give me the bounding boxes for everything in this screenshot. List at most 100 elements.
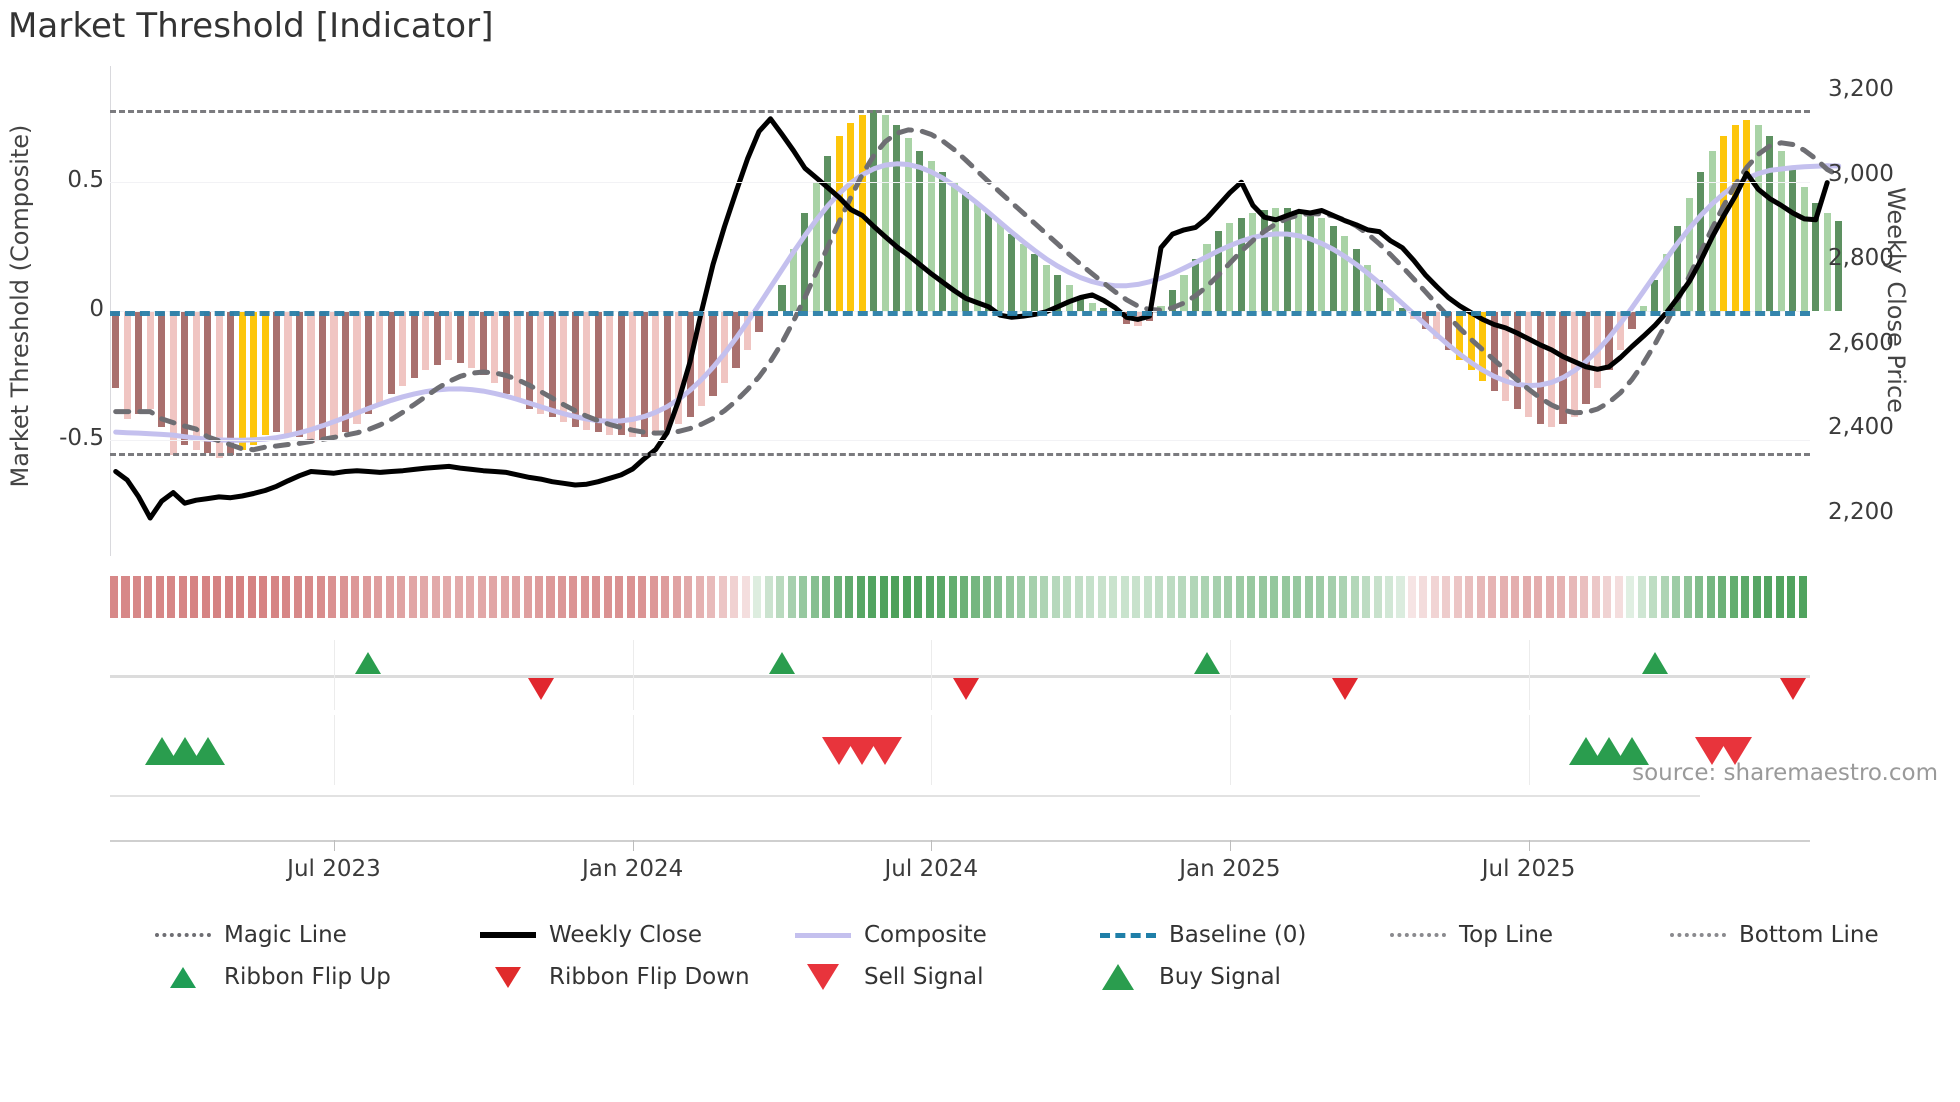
ribbon-cell	[1775, 576, 1784, 618]
legend-item-label: Magic Line	[224, 922, 347, 948]
ribbon-cell	[1270, 576, 1279, 618]
lane-gridline	[1528, 640, 1530, 710]
histogram-bar	[1191, 259, 1200, 311]
ribbon-cell	[1591, 576, 1600, 618]
source-attribution: source: sharemaestro.com	[1632, 760, 1938, 786]
ribbon-cell	[1626, 576, 1635, 618]
x-tick-label: Jul 2023	[287, 856, 381, 882]
magic-line	[113, 127, 1842, 453]
ribbon-cell	[1442, 576, 1451, 618]
x-tick-mark	[333, 840, 335, 851]
legend-item[interactable]: Weekly Close	[480, 922, 702, 948]
ribbon-cell	[1522, 576, 1531, 618]
legend-item[interactable]: Baseline (0)	[1100, 922, 1306, 948]
histogram-bar	[204, 311, 212, 453]
y-tick-label-left: 0	[89, 296, 104, 322]
legend-item[interactable]: Buy Signal	[1090, 964, 1281, 990]
histogram-bar	[652, 311, 660, 435]
ribbon-cell	[1557, 576, 1566, 618]
legend-item[interactable]: Magic Line	[155, 922, 347, 948]
ribbon-cell	[718, 576, 727, 618]
histogram-bar	[399, 311, 407, 386]
ribbon-cell	[1453, 576, 1462, 618]
histogram-bar	[1559, 311, 1567, 425]
histogram-bar	[514, 311, 522, 402]
ribbon-cell	[282, 576, 291, 618]
histogram-bar	[1800, 187, 1808, 311]
ribbon-cell	[937, 576, 946, 618]
histogram-bar	[284, 311, 292, 435]
legend-item[interactable]: Top Line	[1390, 922, 1553, 948]
histogram-bar	[433, 311, 441, 366]
ribbon-cell	[178, 576, 187, 618]
ribbon-cell	[500, 576, 509, 618]
bottom-line	[110, 452, 1810, 456]
histogram-bar	[250, 311, 258, 446]
histogram-bar	[1249, 213, 1257, 311]
histogram-bar	[606, 311, 614, 435]
legend-item-label: Ribbon Flip Up	[224, 964, 391, 990]
legend-item[interactable]: Ribbon Flip Up	[155, 964, 391, 990]
histogram-bar	[1226, 223, 1234, 311]
ribbon-cell	[477, 576, 486, 618]
x-tick-mark	[931, 840, 933, 851]
ribbon-cell	[891, 576, 900, 618]
histogram-bar	[1547, 311, 1556, 428]
ribbon-cell	[1063, 576, 1072, 618]
histogram-bar	[893, 125, 901, 311]
ribbon-cell	[592, 576, 601, 618]
y-tick-label-right: 2,200	[1828, 498, 1894, 525]
ribbon-cell	[1706, 576, 1715, 618]
ribbon-cell	[1476, 576, 1485, 618]
ribbon-cell	[1407, 576, 1416, 618]
x-axis-line	[110, 840, 1810, 842]
legend-item[interactable]: Composite	[795, 922, 987, 948]
histogram-bar	[709, 311, 717, 397]
histogram-bar	[1180, 274, 1188, 311]
legend-line-swatch	[1100, 932, 1156, 938]
lane-gridline	[1528, 715, 1530, 785]
main-plot-area	[110, 66, 1843, 556]
ribbon-cell	[649, 576, 658, 618]
histogram-bar	[560, 311, 568, 422]
y-axis-label-left: Market Threshold (Composite)	[6, 124, 34, 488]
chart-legend: Magic Line Weekly Close Composite Baseline …	[0, 920, 1960, 1004]
ribbon-cell	[672, 576, 681, 618]
histogram-bar	[1272, 207, 1280, 311]
histogram-bar	[1387, 298, 1395, 311]
histogram-bar	[341, 311, 350, 433]
ribbon-cell	[431, 576, 440, 618]
histogram-bar	[812, 182, 820, 311]
page-title: Market Threshold [Indicator]	[8, 6, 494, 46]
ribbon-cell	[833, 576, 842, 618]
histogram-bar	[1295, 210, 1303, 311]
ribbon-cell	[362, 576, 371, 618]
ribbon-cell	[799, 576, 808, 618]
histogram-bar	[1685, 197, 1693, 311]
histogram-bar	[1789, 169, 1797, 311]
legend-item[interactable]: Ribbon Flip Down	[480, 964, 750, 990]
legend-item[interactable]: Bottom Line	[1670, 922, 1879, 948]
ribbon-cell	[1637, 576, 1646, 618]
ribbon-cell	[1419, 576, 1428, 618]
histogram-bar	[468, 311, 476, 368]
legend-item-label: Ribbon Flip Down	[549, 964, 750, 990]
legend-item-label: Top Line	[1459, 922, 1554, 948]
legend-swatch-line	[155, 924, 211, 946]
ribbon-cell	[971, 576, 980, 618]
histogram-bar	[1754, 125, 1762, 311]
histogram-bar	[743, 311, 752, 350]
legend-triangle-swatch	[495, 966, 521, 988]
histogram-bar	[387, 311, 395, 394]
ribbon-cell	[868, 576, 877, 618]
ribbon-cell	[1005, 576, 1014, 618]
legend-item[interactable]: Sell Signal	[795, 964, 984, 990]
ribbon-cell	[259, 576, 268, 618]
ribbon-cell	[982, 576, 991, 618]
ribbon-cell	[454, 576, 463, 618]
histogram-bar	[1823, 213, 1831, 311]
histogram-bar	[261, 311, 269, 435]
ribbon-cell	[1430, 576, 1439, 618]
histogram-bar	[1766, 135, 1774, 311]
ribbon-cell	[339, 576, 348, 618]
